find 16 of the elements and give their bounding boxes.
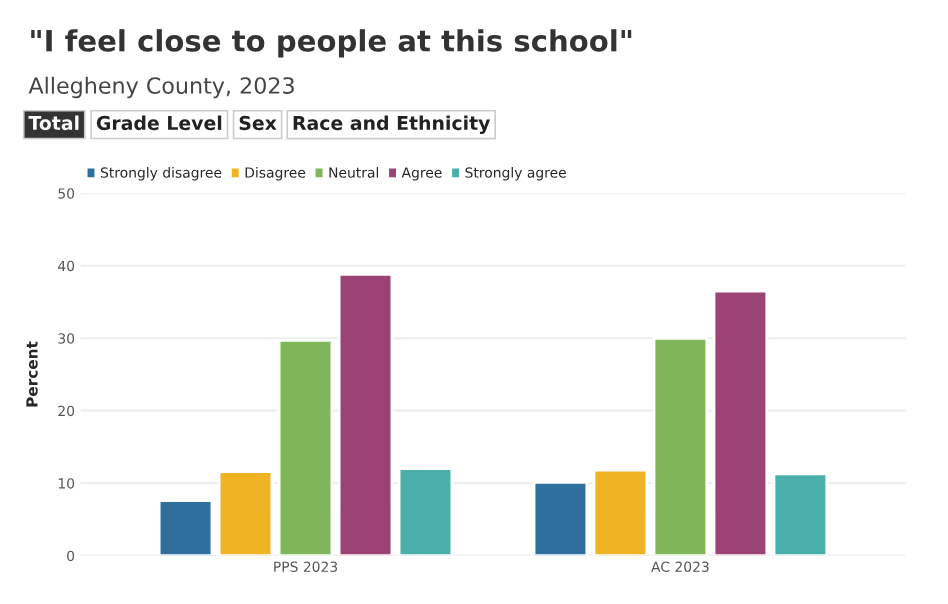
chart-subtitle: Allegheny County, 2023 (28, 76, 294, 99)
bar (712, 289, 769, 556)
bar (217, 470, 274, 556)
bar (652, 336, 709, 556)
bar (157, 499, 214, 556)
bar (397, 467, 454, 556)
chart-title: "I feel close to people at this school" (31, 29, 632, 58)
text: Sex (239, 115, 277, 131)
text: Race and Ethnicity (293, 115, 491, 134)
text: Grade Level (96, 115, 222, 131)
bar (592, 468, 649, 556)
bar (337, 273, 394, 556)
bar (772, 472, 829, 556)
bar (277, 339, 334, 556)
text: Total (28, 115, 79, 131)
bar (532, 481, 589, 556)
